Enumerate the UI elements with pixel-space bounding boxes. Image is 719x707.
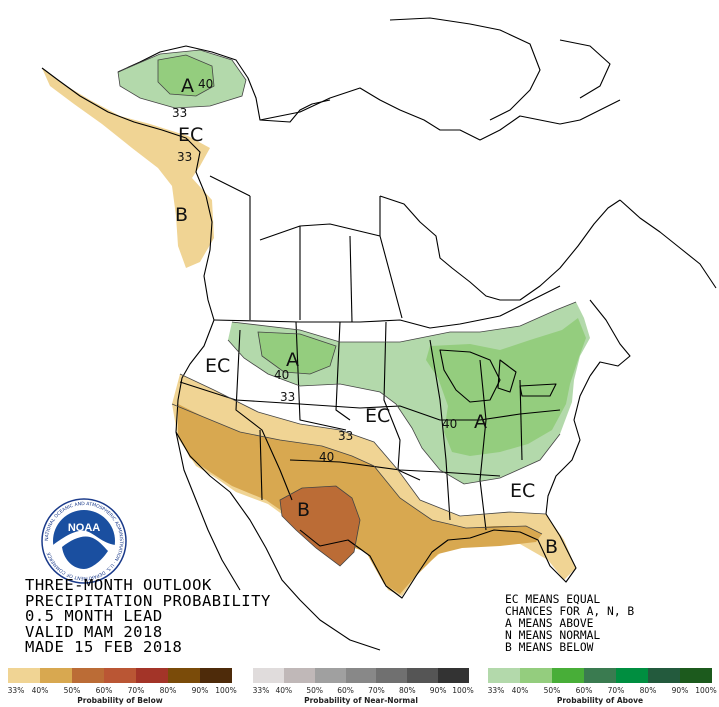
colorbar-normal-tick-label: 33%	[252, 686, 270, 695]
east-above-40-area	[426, 318, 586, 456]
colorbar-normal-swatch	[253, 668, 284, 683]
colorbar-below-swatch	[200, 668, 232, 683]
southeast-ec-label: EC	[510, 480, 535, 502]
south-below-label: B	[297, 499, 310, 521]
alaska-below-label: B	[175, 204, 188, 226]
colorbar-below-swatch	[136, 668, 168, 683]
colorbar-below-tick-label: 33%	[7, 686, 25, 695]
colorbar-below-tick-label: 70%	[127, 686, 145, 695]
colorbar-above-tick-label: 50%	[543, 686, 561, 695]
colorbar-below-tick-label: 50%	[63, 686, 81, 695]
noaa-logo-text: NOAA	[68, 522, 100, 534]
colorbar-above-swatch	[552, 668, 584, 683]
colorbar-above-tick-label: 60%	[575, 686, 593, 695]
colorbar-normal-tick-label: 70%	[368, 686, 385, 695]
colorbar-above-swatch	[616, 668, 648, 683]
florida-below-label: B	[545, 536, 558, 558]
colorbar-below-swatch	[40, 668, 72, 683]
colorbar-normal-caption: Probability of Near-Normal	[304, 696, 418, 705]
central-ec-label: EC	[365, 405, 390, 427]
north-40-label: 40	[274, 368, 289, 382]
colorbar-normal-tick-label: 40%	[275, 686, 293, 695]
alaska-40-label: 40	[198, 77, 213, 91]
colorbar-normal-swatch	[407, 668, 439, 683]
colorbar-below-tick-label: 60%	[95, 686, 113, 695]
colorbar-below-swatch	[104, 668, 136, 683]
colorbar-below-tick-label: 40%	[31, 686, 49, 695]
colorbar-below-tick-label: 100%	[215, 686, 237, 695]
alaska-33-north-label: 33	[172, 106, 187, 120]
colorbar-above	[488, 668, 712, 683]
title-line-1: THREE-MONTH OUTLOOK	[25, 576, 212, 594]
colorbar-below-tick-label: 90%	[191, 686, 209, 695]
legend-line-2: CHANCES FOR A, N, B	[505, 605, 635, 618]
colorbar-below-swatch	[168, 668, 200, 683]
colorbar-normal-tick-label: 90%	[429, 686, 447, 695]
alaska-ec-label: EC	[178, 124, 203, 146]
colorbar-below-tick-label: 80%	[159, 686, 177, 695]
alaska-below-33-area	[42, 68, 214, 268]
colorbar-normal-swatch	[345, 668, 377, 683]
colorbar-above-tick-label: 90%	[671, 686, 689, 695]
colorbar-below-caption: Probability of Below	[77, 696, 163, 705]
colorbar-normal-tick-label: 100%	[452, 686, 474, 695]
north-33-label: 33	[280, 390, 295, 404]
probability-contours	[117, 49, 577, 567]
colorbar-above-tick-label: 80%	[639, 686, 657, 695]
south-33-label: 33	[338, 429, 353, 443]
colorbar-above-tick-label: 33%	[487, 686, 505, 695]
colorbar-above-swatch	[584, 668, 616, 683]
legend-line-5: B MEANS BELOW	[505, 641, 594, 654]
colorbar-below-swatch	[8, 668, 40, 683]
colorbar-normal-swatch	[314, 668, 346, 683]
colorbar-above-tick-label: 40%	[511, 686, 529, 695]
title-line-3: 0.5 MONTH LEAD	[25, 607, 163, 626]
colorbar-below-swatch	[72, 668, 104, 683]
south-below-50-area	[280, 486, 360, 566]
colorbar-normal-tick-label: 60%	[337, 686, 354, 695]
colorbar-normal-swatch	[438, 668, 469, 683]
colorbar-above-tick-label: 100%	[695, 686, 717, 695]
colorbar-above-ticks: 33% 40% 50% 60% 70% 80% 90% 100%	[487, 686, 717, 697]
colorbar-normal-ticks: 33% 40% 50% 60% 70% 80% 90% 100%	[252, 686, 474, 697]
colorbar-normal-swatch	[283, 668, 315, 683]
legend-explanation: EC MEANS EQUAL CHANCES FOR A, N, B A MEA…	[505, 594, 634, 654]
colorbar-below-ticks: 33% 40% 50% 60% 70% 80% 90% 100%	[7, 686, 237, 697]
north-above-label: A	[286, 349, 299, 371]
south-40-label: 40	[319, 450, 334, 464]
title-block: THREE-MONTH OUTLOOK PRECIPITATION PROBAB…	[25, 576, 271, 657]
noaa-logo: NOAA NATIONAL OCEANIC AND ATMOSPHERIC AD…	[41, 498, 127, 584]
legend-line-3: A MEANS ABOVE	[505, 617, 594, 630]
south-below-40-area	[178, 404, 542, 594]
colorbar-normal	[253, 668, 469, 683]
colorbar-above-swatch	[680, 668, 712, 683]
colorbar-above-swatch	[488, 668, 520, 683]
legend-line-1: EC MEANS EQUAL	[505, 593, 601, 606]
alaska-above-label: A	[181, 75, 194, 97]
colorbar-above-tick-label: 70%	[607, 686, 625, 695]
title-line-4: VALID MAM 2018	[25, 622, 163, 641]
title-line-5: MADE 15 FEB 2018	[25, 638, 183, 657]
alaska-33-south-label: 33	[177, 150, 192, 164]
east-above-label: A	[474, 411, 487, 433]
title-line-2: PRECIPITATION PROBABILITY	[25, 591, 271, 610]
alaska-above-40-area	[158, 55, 214, 96]
colorbar-below	[8, 668, 232, 683]
east-40-label: 40	[442, 417, 457, 431]
colorbar-normal-swatch	[376, 668, 408, 683]
west-ec-label: EC	[205, 355, 230, 377]
geography-outlines	[41, 17, 717, 651]
colorbar-above-caption: Probability of Above	[556, 696, 644, 705]
legend-line-4: N MEANS NORMAL	[505, 629, 601, 642]
colorbar-above-swatch	[520, 668, 552, 683]
colorbar-normal-tick-label: 80%	[398, 686, 416, 695]
colorbar-above-swatch	[648, 668, 680, 683]
colorbar-normal-tick-label: 50%	[306, 686, 324, 695]
